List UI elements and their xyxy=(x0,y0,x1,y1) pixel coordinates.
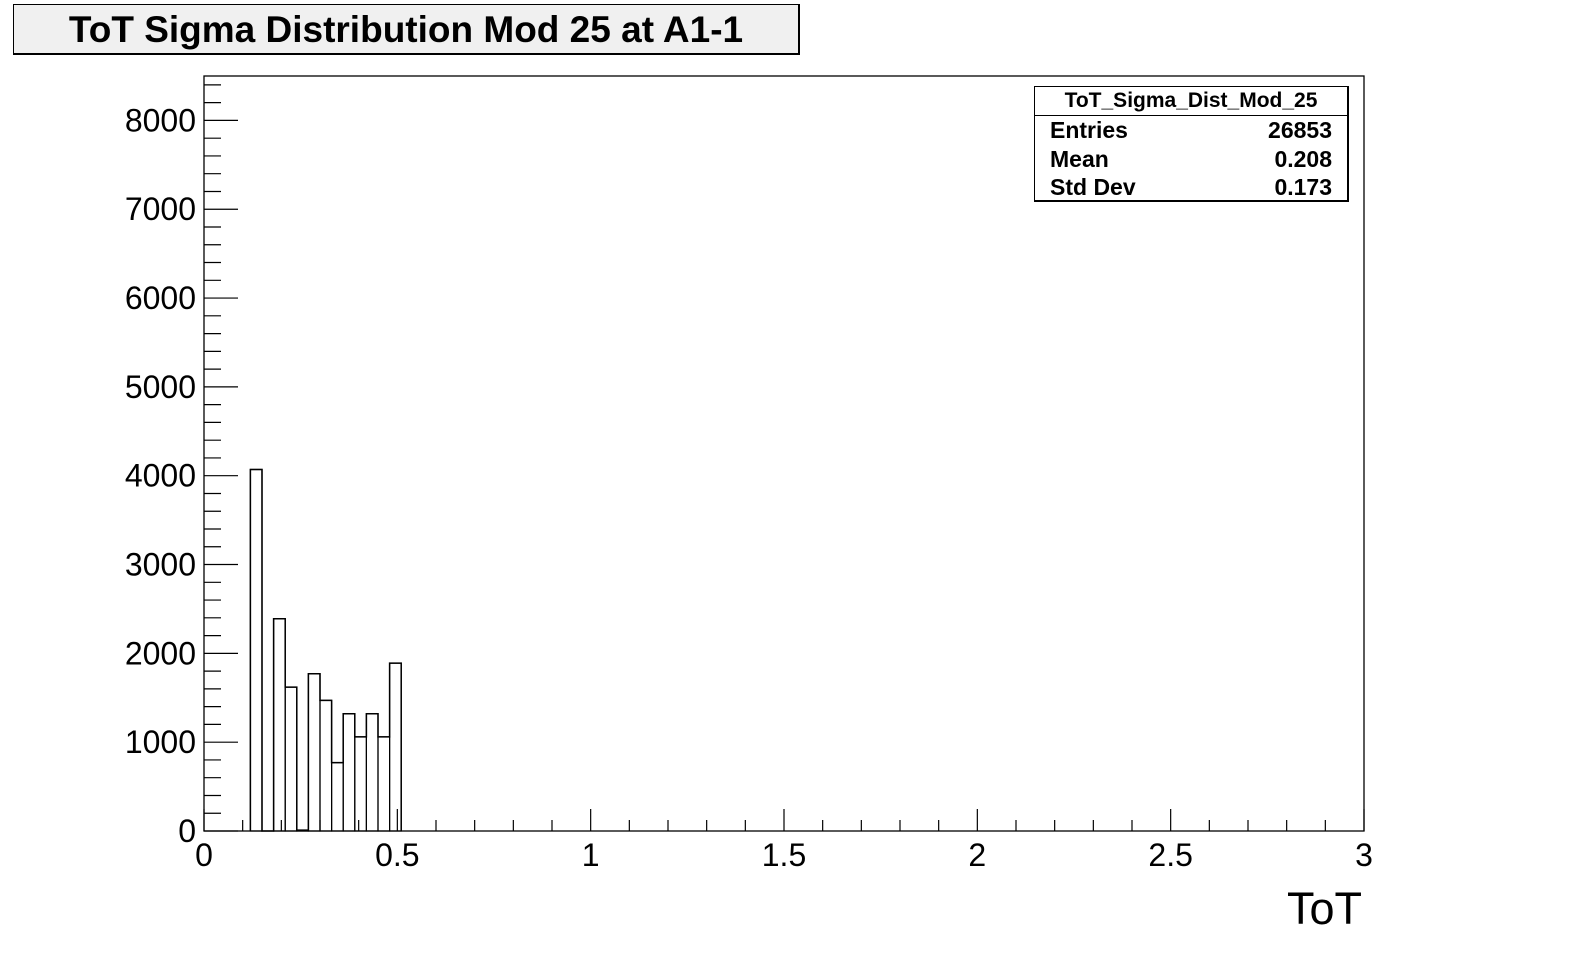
x-axis-label: ToT xyxy=(1287,883,1362,934)
stats-label: Std Dev xyxy=(1050,174,1136,200)
stats-title: ToT_Sigma_Dist_Mod_25 xyxy=(1035,87,1347,116)
x-axis: 0 0.5 1 1.5 2 2.5 3 xyxy=(195,809,1373,873)
histogram-bin xyxy=(377,736,391,832)
y-tick-label: 5000 xyxy=(125,369,196,405)
stats-row-entries: Entries 26853 xyxy=(1035,116,1347,145)
y-tick-label: 4000 xyxy=(125,458,196,494)
histogram-bin xyxy=(389,662,402,832)
x-tick-label: 3 xyxy=(1355,837,1373,873)
x-tick-label: 0 xyxy=(195,837,213,873)
histogram-bin xyxy=(354,736,367,832)
y-tick-label: 0 xyxy=(178,813,196,849)
chart-title: ToT Sigma Distribution Mod 25 at A1-1 xyxy=(13,4,800,55)
histogram-bin xyxy=(284,686,298,832)
stats-row-mean: Mean 0.208 xyxy=(1035,145,1347,174)
x-tick-label: 0.5 xyxy=(375,837,419,873)
stats-label: Mean xyxy=(1050,145,1109,172)
stats-label: Entries xyxy=(1050,117,1128,143)
histogram-bin xyxy=(319,699,333,832)
histogram-bin xyxy=(307,673,321,832)
stats-box: ToT_Sigma_Dist_Mod_25 Entries 26853 Mean… xyxy=(1034,86,1349,202)
x-tick-label: 1 xyxy=(582,837,600,873)
stats-value: 0.208 xyxy=(1274,145,1332,172)
stats-value: 0.173 xyxy=(1274,174,1332,200)
histogram-bin xyxy=(342,713,356,832)
x-tick-label: 2.5 xyxy=(1148,837,1192,873)
histogram-bin xyxy=(365,713,379,832)
y-tick-label: 1000 xyxy=(125,724,196,760)
x-tick-label: 1.5 xyxy=(762,837,806,873)
y-tick-label: 7000 xyxy=(125,191,196,227)
histogram-bins xyxy=(249,468,402,832)
stats-value: 26853 xyxy=(1268,117,1332,143)
y-tick-label: 8000 xyxy=(125,102,196,138)
histogram-bin xyxy=(249,468,263,832)
y-tick-label: 3000 xyxy=(125,547,196,583)
y-tick-label: 2000 xyxy=(125,635,196,671)
y-axis: 0 1000 2000 3000 4000 5000 6000 7000 8000 xyxy=(125,84,238,849)
x-tick-label: 2 xyxy=(968,837,986,873)
histogram-bin xyxy=(331,762,344,832)
histogram-bin xyxy=(296,829,309,832)
histogram-bin xyxy=(273,618,286,832)
y-tick-label: 6000 xyxy=(125,280,196,316)
stats-row-stddev: Std Dev 0.173 xyxy=(1035,173,1347,202)
